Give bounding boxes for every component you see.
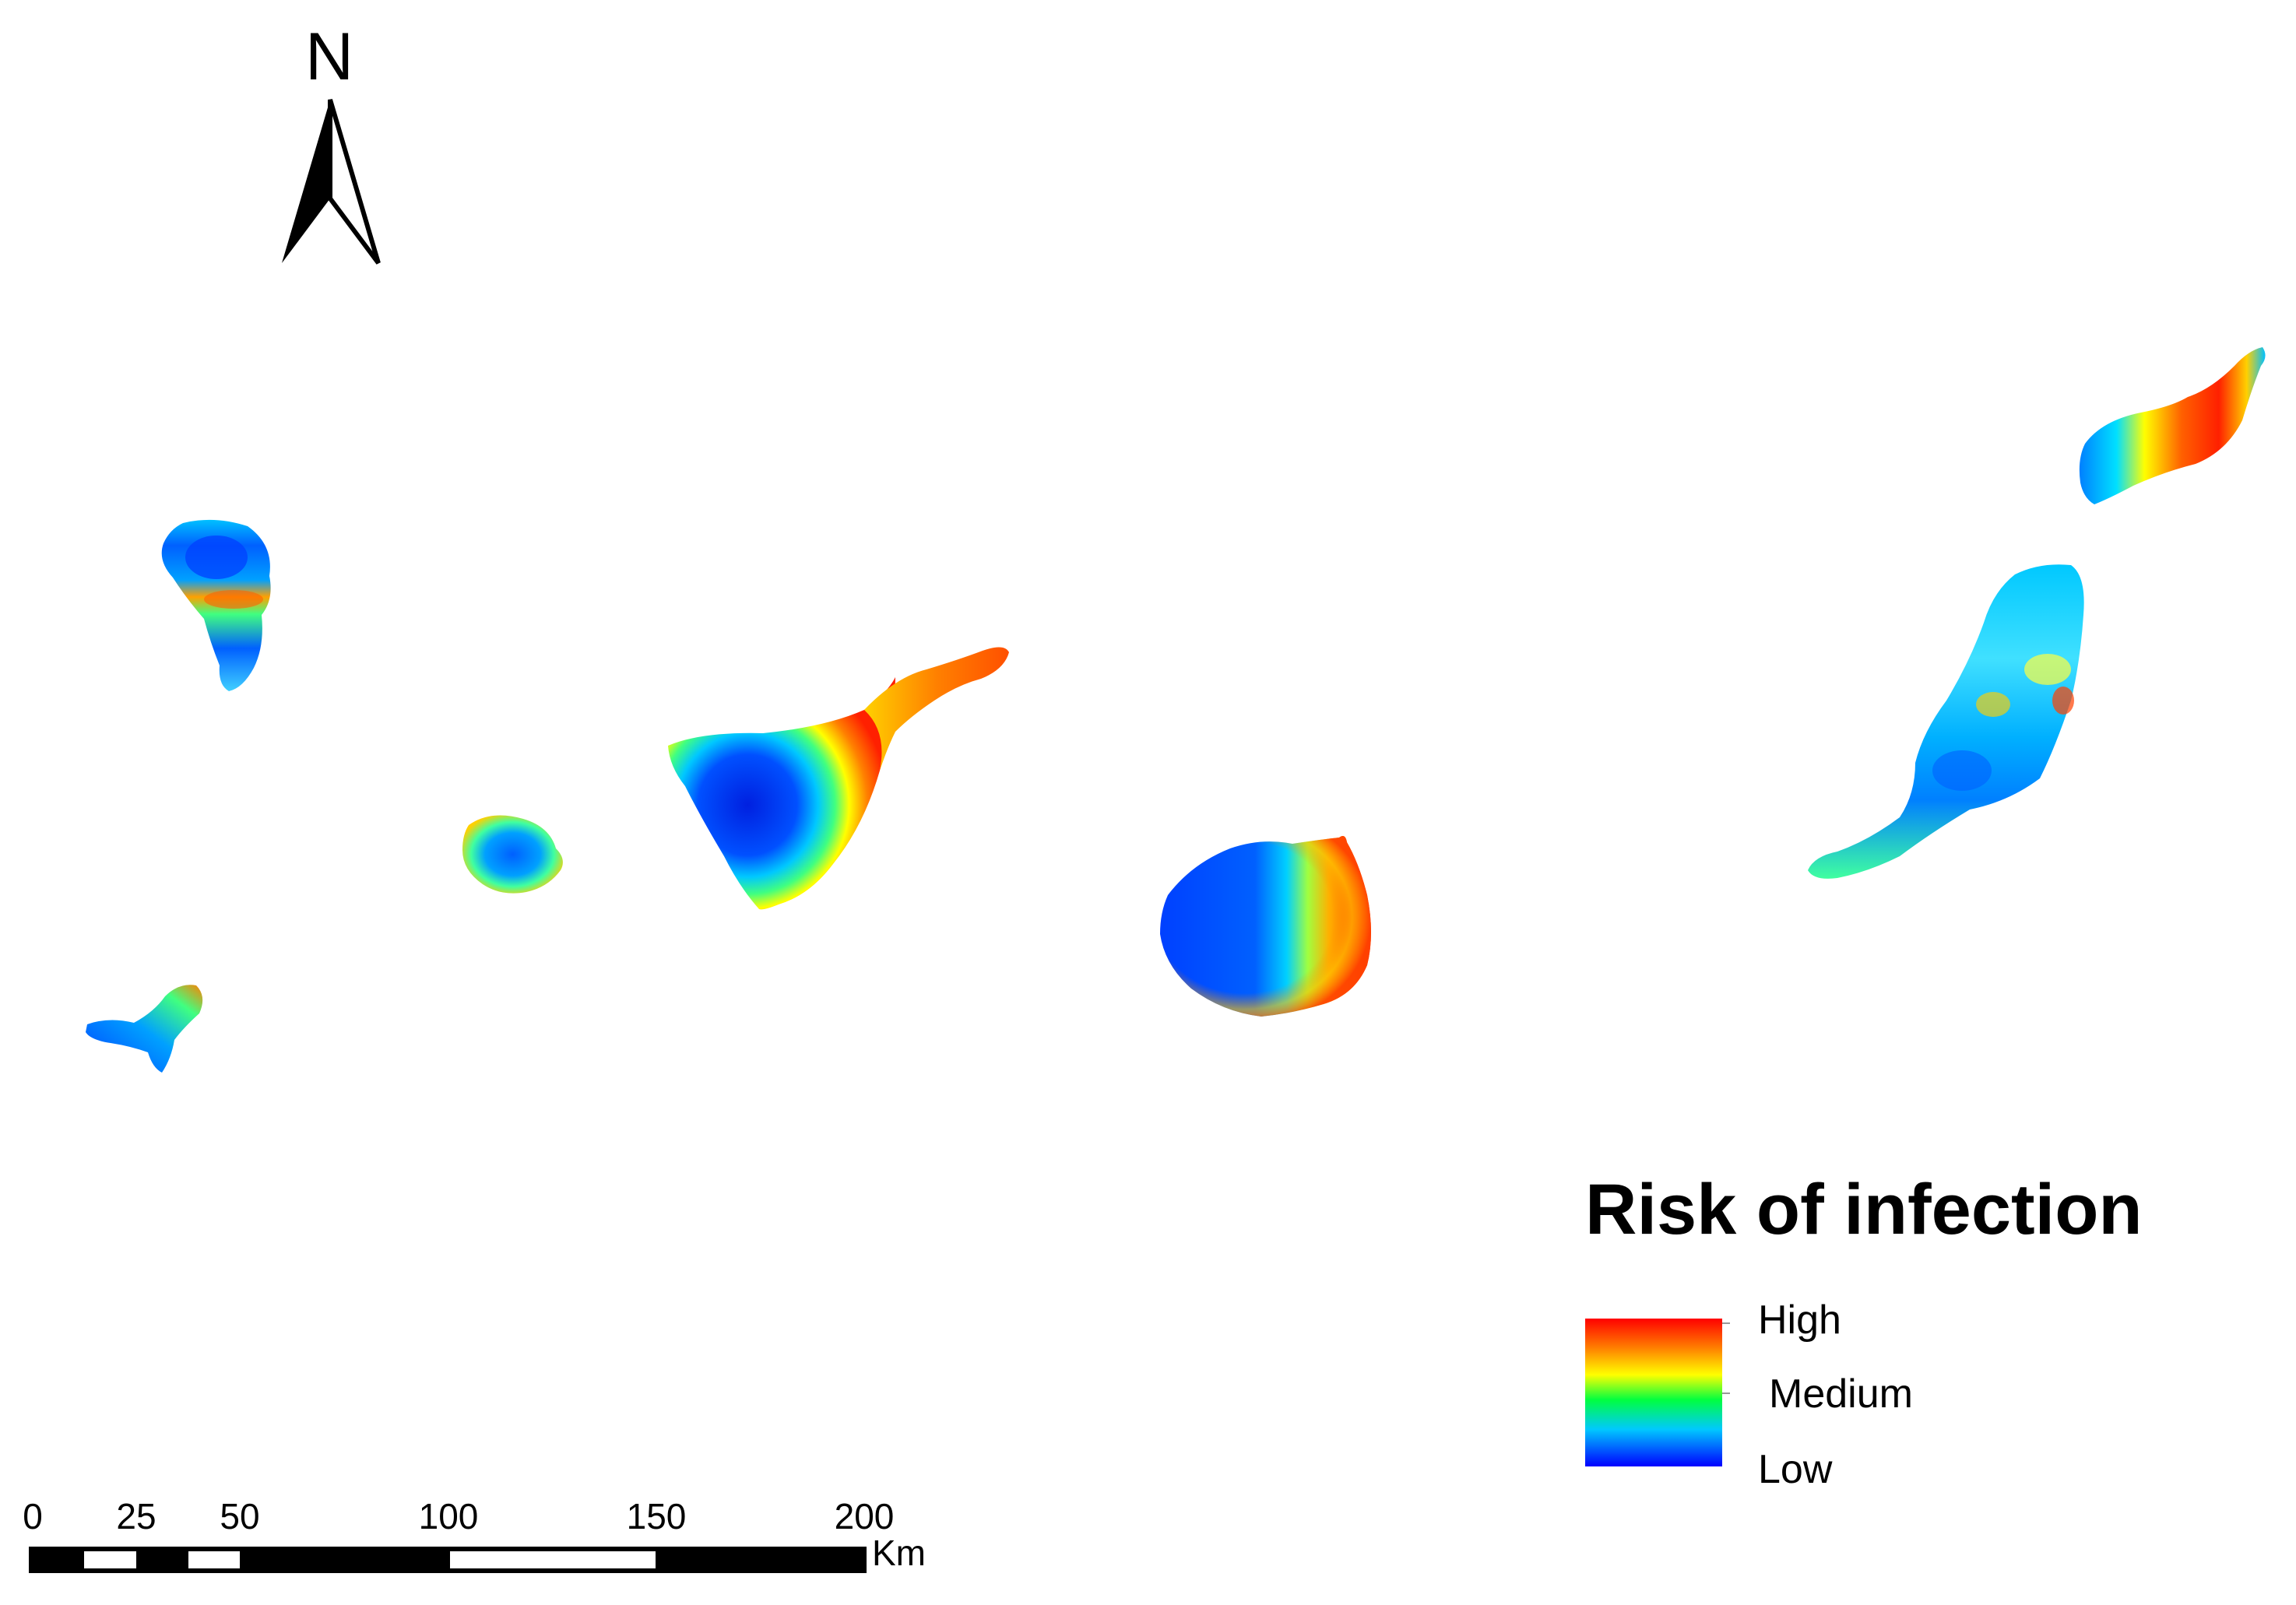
fuerteventura-medium-patch xyxy=(1976,692,2010,717)
scale-segment-dark xyxy=(31,1549,84,1571)
scale-tick-label: 150 xyxy=(626,1496,687,1537)
scale-tick-label: 50 xyxy=(220,1496,260,1537)
fuerteventura-low-patch xyxy=(1932,750,1992,791)
gran-canaria-coast-rim xyxy=(1160,836,1371,1017)
la-palma-hot-band xyxy=(204,590,263,609)
tenerife-anaga-arm xyxy=(864,647,1009,771)
scale-tick-label: 25 xyxy=(116,1496,156,1537)
scale-tick-label: 0 xyxy=(23,1496,43,1537)
north-arrow-right-half xyxy=(328,99,381,265)
north-arrow-left-half xyxy=(282,100,330,263)
scale-unit-label: Km xyxy=(872,1533,926,1573)
fuerteventura-medium-patch xyxy=(2024,654,2071,685)
island-lanzarote xyxy=(2079,347,2266,504)
fuerteventura-hot-patch xyxy=(2052,687,2074,715)
scale-bar xyxy=(29,1547,867,1573)
island-tenerife xyxy=(668,677,895,910)
legend-low-label: Low xyxy=(1758,1447,1833,1492)
scale-segment-dark xyxy=(136,1549,188,1571)
island-la-gomera xyxy=(462,815,563,894)
scale-tick-label: 200 xyxy=(834,1496,895,1537)
la-palma-low-core xyxy=(185,536,248,579)
legend-high-label: High xyxy=(1758,1298,1841,1343)
legend-medium-label: Medium xyxy=(1769,1371,1913,1417)
legend-color-ramp xyxy=(1585,1319,1722,1466)
north-label: N xyxy=(305,19,354,94)
scale-segment-dark xyxy=(656,1549,864,1571)
scale-tick-label: 100 xyxy=(418,1496,479,1537)
scale-segment-dark xyxy=(240,1549,450,1571)
island-el-hierro xyxy=(86,985,203,1073)
legend-title: Risk of infection xyxy=(1585,1170,2143,1249)
north-arrow xyxy=(282,99,381,265)
island-fuerteventura xyxy=(1808,564,2084,879)
